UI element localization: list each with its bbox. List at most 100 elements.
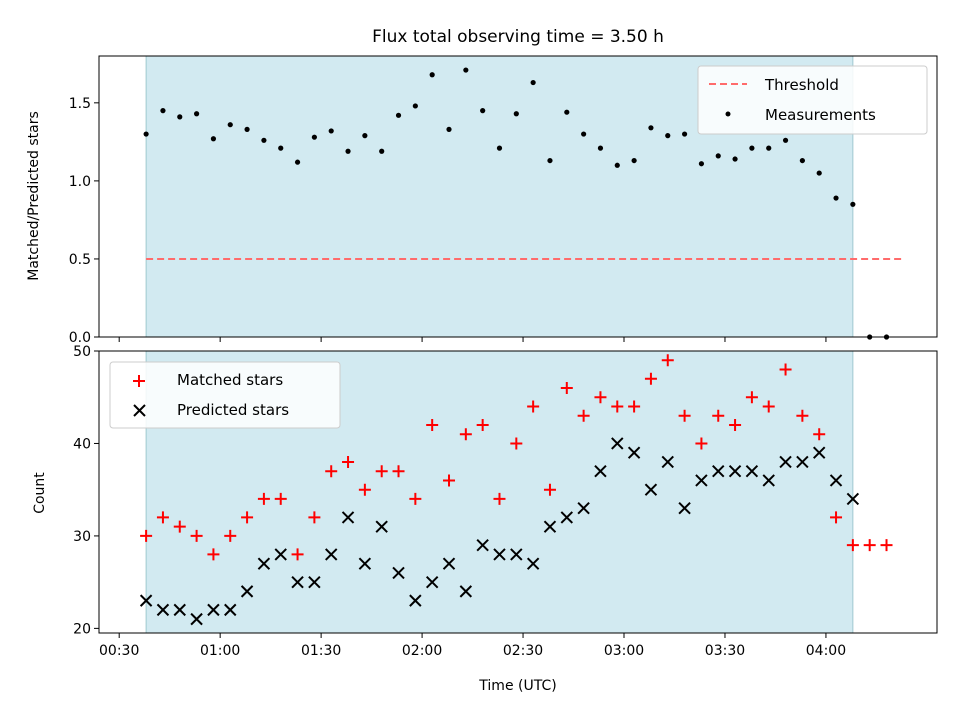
legend-measurements-label: Measurements — [765, 106, 876, 124]
matched-point — [493, 492, 506, 505]
chart-title: Flux total observing time = 3.50 h — [372, 27, 664, 47]
measurement-point — [244, 126, 250, 132]
measurement-point — [395, 112, 402, 118]
predicted-point — [510, 548, 523, 561]
x-axis-label: Time (UTC) — [478, 678, 556, 694]
matched-point — [863, 539, 876, 552]
measurement-point — [160, 108, 166, 114]
matched-point — [779, 363, 792, 376]
legend-matched-swatch — [133, 375, 145, 387]
matched-point — [190, 529, 203, 542]
legend-measurements-swatch — [725, 111, 731, 117]
predicted-point — [678, 501, 691, 515]
predicted-point — [409, 594, 422, 607]
predicted-point — [224, 603, 237, 617]
matched-point — [325, 465, 338, 478]
bottom-legend-frame — [109, 361, 341, 429]
measurement-point — [345, 148, 351, 154]
legend-predicted-swatch — [133, 404, 146, 417]
matched-point — [308, 511, 321, 524]
predicted-point — [459, 585, 473, 598]
predicted-point — [745, 464, 759, 478]
measurement-point — [681, 131, 688, 137]
predicted-point — [695, 474, 708, 487]
predicted-point — [375, 520, 388, 533]
predicted-point — [308, 575, 321, 589]
measurement-point — [581, 131, 587, 137]
predicted-point — [274, 548, 287, 561]
measurement-point — [261, 137, 267, 143]
predicted-point — [560, 511, 574, 524]
matched-point — [628, 400, 641, 413]
y-tick-label: 0.0 — [69, 330, 91, 346]
predicted-point — [156, 603, 170, 617]
measurement-point — [614, 162, 620, 168]
x-tick-label: 03:30 — [705, 643, 745, 659]
predicted-point — [627, 446, 641, 459]
matched-point — [358, 483, 371, 496]
predicted-point — [543, 520, 557, 533]
predicted-point — [173, 603, 186, 617]
matched-point — [729, 418, 742, 431]
matched-point — [510, 437, 523, 450]
predicted-point — [341, 511, 355, 524]
top-legend-frame — [697, 65, 928, 135]
matched-point — [577, 409, 590, 422]
measurement-point — [648, 125, 654, 131]
predicted-point — [139, 594, 153, 607]
matched-point — [661, 354, 674, 367]
predicted-point — [207, 603, 220, 617]
measurement-point — [715, 153, 721, 159]
measurement-point — [850, 201, 856, 207]
measurement-point — [446, 126, 452, 132]
predicted-point — [493, 548, 506, 561]
measurement-point — [564, 109, 570, 115]
predicted-point — [594, 464, 607, 478]
legend-threshold-label: Threshold — [764, 76, 839, 94]
measurement-point — [749, 145, 755, 151]
predicted-point — [425, 575, 439, 589]
measurement-point — [294, 159, 301, 165]
matched-point — [443, 474, 456, 487]
matched-point — [392, 465, 405, 478]
predicted-point — [476, 538, 489, 552]
axes-frame — [98, 55, 938, 338]
measurement-point — [193, 111, 200, 117]
matched-point — [796, 409, 809, 422]
measurement-point — [429, 72, 435, 78]
matched-point — [224, 529, 237, 542]
measurement-point — [177, 114, 183, 120]
predicted-point — [291, 575, 304, 589]
measurement-point — [143, 131, 149, 137]
measurement-point — [311, 134, 317, 140]
predicted-point — [712, 464, 725, 478]
matched-point — [342, 455, 355, 468]
matched-point — [409, 492, 422, 505]
matched-point — [560, 381, 573, 394]
measurement-point — [732, 156, 738, 162]
measurement-point — [496, 145, 503, 151]
x-tick-label: 03:00 — [604, 643, 644, 659]
y-tick-label: 50 — [73, 344, 91, 360]
y-tick-label: 20 — [73, 621, 91, 637]
measurement-point — [799, 157, 805, 164]
x-tick-label: 02:30 — [503, 643, 543, 659]
matched-point — [527, 400, 540, 413]
x-tick-label: 04:00 — [806, 643, 846, 659]
predicted-point — [829, 474, 843, 487]
x-tick-label: 00:30 — [99, 643, 139, 659]
measurement-point — [227, 122, 233, 128]
y-tick-label: 30 — [73, 529, 91, 545]
predicted-point — [577, 501, 590, 515]
predicted-point — [644, 483, 658, 496]
y-tick-label: 1.0 — [69, 174, 91, 190]
x-tick-label: 01:30 — [301, 643, 341, 659]
measurement-point — [547, 157, 553, 164]
measurement-point — [816, 170, 822, 176]
predicted-point — [762, 474, 775, 487]
matched-point — [611, 400, 624, 413]
predicted-point — [190, 612, 203, 626]
predicted-point — [257, 557, 271, 570]
measurement-point — [766, 145, 772, 151]
predicted-point — [442, 557, 456, 570]
